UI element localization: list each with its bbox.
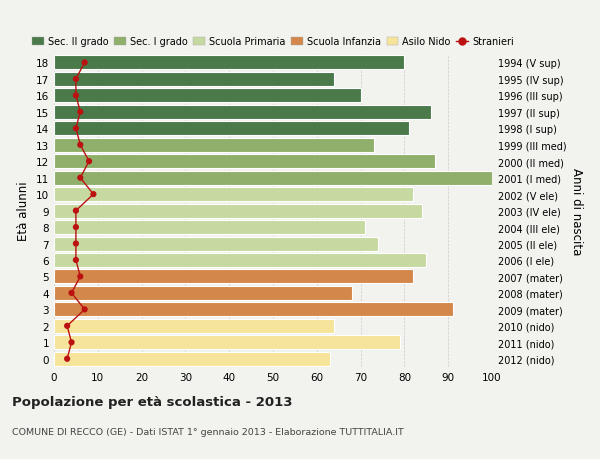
Point: [71, 207, 81, 215]
Point: [71, 125, 81, 133]
Text: COMUNE DI RECCO (GE) - Dati ISTAT 1° gennaio 2013 - Elaborazione TUTTITALIA.IT: COMUNE DI RECCO (GE) - Dati ISTAT 1° gen…: [12, 427, 404, 436]
Point: [67, 339, 76, 346]
Point: [89, 191, 98, 198]
Bar: [54, 352, 330, 366]
Bar: [54, 56, 404, 70]
Bar: [54, 286, 352, 300]
Bar: [54, 253, 426, 268]
Bar: [54, 139, 374, 152]
Bar: [54, 270, 413, 284]
Point: [71, 76, 81, 84]
Bar: [54, 122, 409, 136]
Bar: [54, 204, 422, 218]
Point: [76, 109, 85, 116]
Point: [76, 174, 85, 182]
Bar: [54, 221, 365, 235]
Point: [76, 142, 85, 149]
Bar: [54, 106, 431, 119]
Bar: [54, 237, 378, 251]
Bar: [54, 73, 334, 87]
Point: [71, 224, 81, 231]
Point: [62, 323, 72, 330]
Point: [76, 273, 85, 280]
Point: [67, 290, 76, 297]
Point: [71, 92, 81, 100]
Bar: [54, 89, 361, 103]
Point: [84, 158, 94, 166]
Point: [80, 306, 89, 313]
Point: [62, 355, 72, 363]
Bar: [54, 336, 400, 350]
Point: [71, 257, 81, 264]
Y-axis label: Anni di nascita: Anni di nascita: [570, 168, 583, 255]
Point: [71, 241, 81, 248]
Y-axis label: Età alunni: Età alunni: [17, 181, 31, 241]
Bar: [54, 303, 452, 317]
Legend: Sec. II grado, Sec. I grado, Scuola Primaria, Scuola Infanzia, Asilo Nido, Stran: Sec. II grado, Sec. I grado, Scuola Prim…: [32, 37, 514, 47]
Text: Popolazione per età scolastica - 2013: Popolazione per età scolastica - 2013: [12, 395, 293, 408]
Bar: [54, 319, 334, 333]
Point: [80, 60, 89, 67]
Bar: [54, 171, 492, 185]
Bar: [54, 188, 413, 202]
Bar: [54, 155, 435, 169]
